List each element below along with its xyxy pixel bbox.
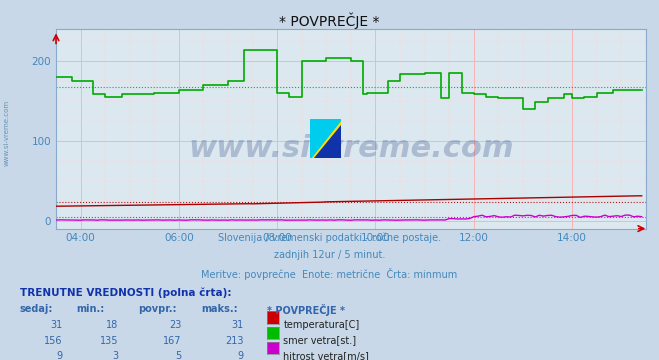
Text: * POVPREČJE *: * POVPREČJE * [279, 13, 380, 29]
Text: Slovenija / vremenski podatki - ročne postaje.: Slovenija / vremenski podatki - ročne po… [218, 232, 441, 243]
Text: zadnjih 12ur / 5 minut.: zadnjih 12ur / 5 minut. [273, 250, 386, 260]
Text: * POVPREČJE *: * POVPREČJE * [267, 304, 345, 316]
Text: 156: 156 [44, 336, 63, 346]
Text: 135: 135 [100, 336, 119, 346]
Text: 9: 9 [57, 351, 63, 360]
Text: povpr.:: povpr.: [138, 304, 177, 314]
Text: 5: 5 [175, 351, 181, 360]
Text: 3: 3 [113, 351, 119, 360]
Text: 167: 167 [163, 336, 181, 346]
Text: 213: 213 [225, 336, 244, 346]
Text: 18: 18 [106, 320, 119, 330]
Text: maks.:: maks.: [201, 304, 238, 314]
Text: min.:: min.: [76, 304, 104, 314]
Text: TRENUTNE VREDNOSTI (polna črta):: TRENUTNE VREDNOSTI (polna črta): [20, 288, 231, 298]
Polygon shape [310, 119, 341, 158]
Text: sedaj:: sedaj: [20, 304, 53, 314]
Polygon shape [314, 125, 341, 158]
Polygon shape [310, 119, 341, 158]
Text: temperatura[C]: temperatura[C] [283, 320, 360, 330]
Text: 31: 31 [231, 320, 244, 330]
Text: www.si-vreme.com: www.si-vreme.com [188, 134, 514, 163]
Text: www.si-vreme.com: www.si-vreme.com [3, 100, 9, 166]
Text: Meritve: povprečne  Enote: metrične  Črta: minmum: Meritve: povprečne Enote: metrične Črta:… [202, 268, 457, 280]
Text: hitrost vetra[m/s]: hitrost vetra[m/s] [283, 351, 369, 360]
Text: smer vetra[st.]: smer vetra[st.] [283, 336, 357, 346]
Text: 23: 23 [169, 320, 181, 330]
Text: 31: 31 [50, 320, 63, 330]
Text: 9: 9 [238, 351, 244, 360]
